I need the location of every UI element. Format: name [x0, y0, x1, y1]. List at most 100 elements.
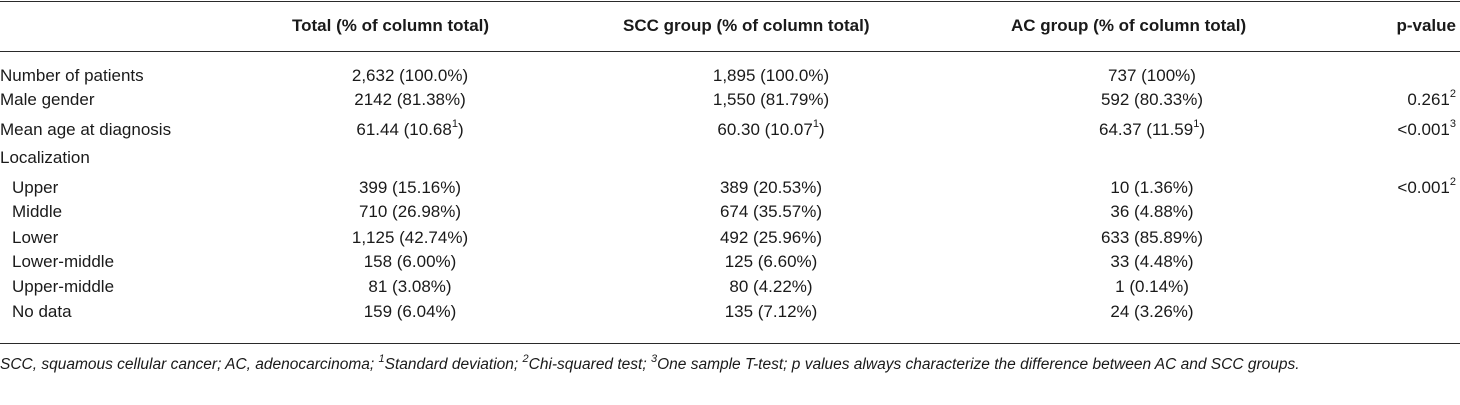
cell-total-text: 2,632 (100.0%)	[351, 66, 469, 85]
cell-scc-value: 125 (6.60%)	[725, 250, 818, 274]
table-row: Upper 399 (15.16%) 389 (20.53%) 10 (1.36%) <…	[0, 176, 1460, 200]
header-pvalue: p-value	[1396, 16, 1456, 35]
table-footnote: SCC, squamous cellular cancer; AC, adeno…	[0, 352, 1456, 378]
cell-ac-value: 64.37 (11.591)	[1099, 118, 1205, 142]
pvalue-sup: 3	[1449, 118, 1456, 131]
cell-scc-value: 60.30 (10.071)	[717, 118, 824, 142]
cell-total-text: 399 (15.16%)	[358, 178, 462, 197]
cell-ac-value: 633 (85.89%)	[1101, 226, 1203, 250]
cell-scc-text: 492 (25.96%)	[719, 228, 823, 247]
cell-total-text: 81 (3.08%)	[368, 277, 452, 296]
cell-scc-value: 1,895 (100.0%)	[713, 64, 829, 88]
table-row: Localization	[0, 146, 1460, 170]
pvalue-sup: 2	[1449, 88, 1456, 101]
row-label: Upper	[12, 178, 59, 197]
table-row: No data 159 (6.04%) 135 (7.12%) 24 (3.26%)	[0, 300, 1460, 324]
cell-total-text: 710 (26.98%)	[358, 202, 462, 221]
footnote-ttest: One sample T-test; p values always chara…	[657, 356, 1300, 373]
table-row: Mean age at diagnosis 61.44 (10.681) 60.30…	[0, 118, 1460, 142]
pvalue-sup: 2	[1449, 176, 1456, 189]
cell-total-value: 710 (26.98%)	[359, 200, 461, 224]
bottom-rule	[0, 343, 1460, 344]
cell-ac-text: 36 (4.88%)	[1110, 202, 1194, 221]
cell-total-tail: )	[457, 120, 464, 139]
cell-scc-text: 125 (6.60%)	[724, 252, 818, 271]
pvalue-text: <0.001	[1397, 178, 1450, 197]
cell-scc-text: 674 (35.57%)	[719, 202, 823, 221]
cell-total-value: 399 (15.16%)	[359, 176, 461, 200]
row-label: Middle	[12, 202, 63, 221]
cell-total-text: 2142 (81.38%)	[354, 90, 466, 109]
cell-ac-text: 10 (1.36%)	[1110, 178, 1194, 197]
cell-pvalue: <0.0012	[1397, 176, 1456, 200]
footnote-sd: Standard deviation;	[384, 356, 523, 373]
cell-ac-tail: )	[1199, 120, 1206, 139]
cell-scc-value: 135 (7.12%)	[725, 300, 818, 324]
cell-total-text: 1,125 (42.74%)	[351, 228, 469, 247]
table-row: Number of patients 2,632 (100.0%) 1,895 (1…	[0, 64, 1460, 88]
table-row: Male gender 2142 (81.38%) 1,550 (81.79%) 59…	[0, 88, 1460, 112]
cell-total-value: 61.44 (10.681)	[356, 118, 463, 142]
cell-total-value: 2,632 (100.0%)	[352, 64, 468, 88]
cell-ac-text: 33 (4.48%)	[1110, 252, 1194, 271]
table-row: Middle 710 (26.98%) 674 (35.57%) 36 (4.88%)	[0, 200, 1460, 224]
cell-scc-text: 1,895 (100.0%)	[712, 66, 830, 85]
cell-scc-sup: 1	[812, 118, 819, 131]
cell-ac-value: 24 (3.26%)	[1110, 300, 1193, 324]
row-label: Number of patients	[0, 66, 144, 85]
header-total: Total (% of column total)	[292, 16, 490, 35]
header-rule	[0, 51, 1460, 52]
header-scc: SCC group (% of column total)	[623, 16, 870, 35]
row-label: Lower-middle	[12, 252, 115, 271]
footnote-sup-2: 2	[522, 352, 529, 365]
top-rule	[0, 1, 1460, 2]
cell-total-value: 81 (3.08%)	[368, 275, 451, 299]
cell-ac-text: 633 (85.89%)	[1100, 228, 1204, 247]
cell-total-text: 158 (6.00%)	[363, 252, 457, 271]
table-row: Lower-middle 158 (6.00%) 125 (6.60%) 33 (4.…	[0, 250, 1460, 274]
cell-scc-value: 492 (25.96%)	[720, 226, 822, 250]
cell-total-value: 2142 (81.38%)	[354, 88, 466, 112]
pvalue-text: <0.001	[1397, 120, 1450, 139]
cell-total-text: 61.44 (10.68	[356, 120, 452, 139]
pvalue-text: 0.261	[1407, 90, 1450, 109]
cell-scc-value: 1,550 (81.79%)	[713, 88, 829, 112]
footnote-chi: Chi-squared test;	[528, 356, 651, 373]
cell-scc-text: 389 (20.53%)	[719, 178, 823, 197]
cell-pvalue: <0.0013	[1397, 118, 1456, 142]
row-label: Upper-middle	[12, 277, 115, 296]
cell-pvalue: 0.2612	[1407, 88, 1456, 112]
cell-ac-value: 1 (0.14%)	[1115, 275, 1189, 299]
cell-scc-value: 674 (35.57%)	[720, 200, 822, 224]
row-label: Male gender	[0, 90, 95, 109]
cell-ac-value: 10 (1.36%)	[1110, 176, 1193, 200]
table-row: Lower 1,125 (42.74%) 492 (25.96%) 633 (85.8…	[0, 226, 1460, 250]
cell-scc-text: 60.30 (10.07	[717, 120, 813, 139]
cell-ac-text: 592 (80.33%)	[1100, 90, 1204, 109]
row-label: Localization	[0, 148, 90, 167]
table-row: Upper-middle 81 (3.08%) 80 (4.22%) 1 (0.14%…	[0, 275, 1460, 299]
cell-scc-value: 80 (4.22%)	[729, 275, 812, 299]
cell-total-value: 159 (6.04%)	[364, 300, 457, 324]
cell-ac-sup: 1	[1193, 118, 1200, 131]
cell-scc-tail: )	[818, 120, 825, 139]
footnote-sup-3: 3	[650, 352, 658, 365]
cell-scc-text: 135 (7.12%)	[724, 302, 818, 321]
cell-total-value: 158 (6.00%)	[364, 250, 457, 274]
header-ac: AC group (% of column total)	[1011, 16, 1247, 35]
cell-scc-text: 80 (4.22%)	[729, 277, 813, 296]
footnote-abbrev: SCC, squamous cellular cancer; AC, adeno…	[0, 356, 379, 373]
cell-ac-text: 24 (3.26%)	[1110, 302, 1194, 321]
row-label: Lower	[12, 228, 59, 247]
cell-ac-value: 36 (4.88%)	[1110, 200, 1193, 224]
cell-scc-text: 1,550 (81.79%)	[712, 90, 830, 109]
row-label: No data	[12, 302, 72, 321]
cell-ac-value: 592 (80.33%)	[1101, 88, 1203, 112]
cell-total-text: 159 (6.04%)	[363, 302, 457, 321]
row-label: Mean age at diagnosis	[0, 120, 172, 139]
cell-total-value: 1,125 (42.74%)	[352, 226, 468, 250]
cell-ac-value: 737 (100%)	[1108, 64, 1196, 88]
cell-ac-value: 33 (4.48%)	[1110, 250, 1193, 274]
cell-scc-value: 389 (20.53%)	[720, 176, 822, 200]
